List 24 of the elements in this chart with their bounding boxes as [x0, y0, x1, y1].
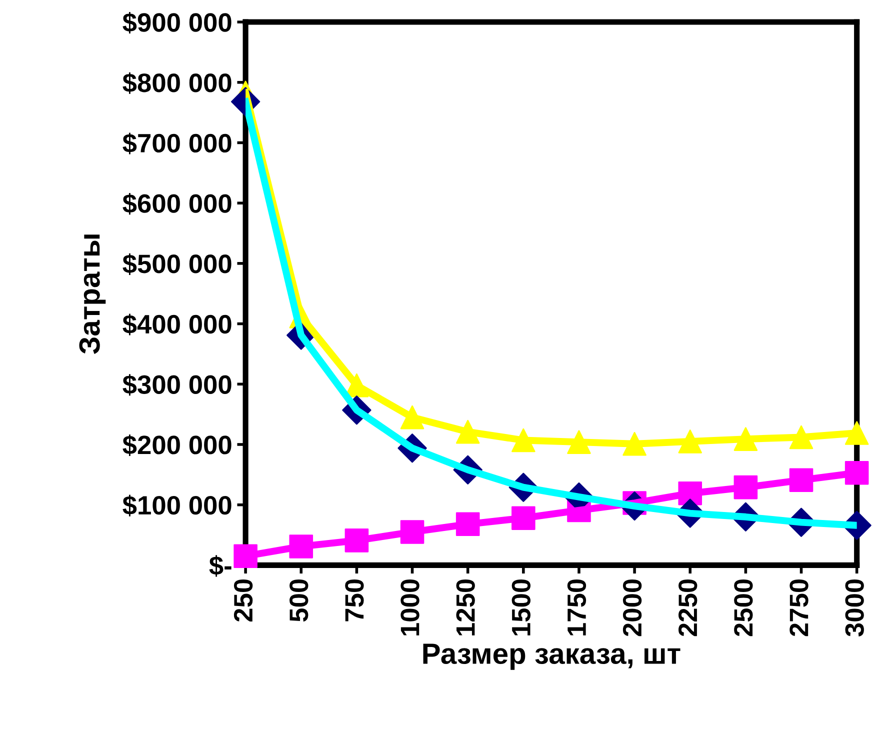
- y-axis-title: Затраты: [79, 234, 106, 354]
- y-tick-label: $600 000: [122, 193, 232, 215]
- x-tick-label: 3000: [845, 579, 864, 636]
- y-tick-label: $100 000: [122, 494, 232, 516]
- x-axis-title: Размер заказа, шт: [423, 644, 680, 670]
- y-tick-label: $700 000: [122, 132, 232, 154]
- x-tick-label: 2500: [734, 579, 753, 636]
- y-tick-label: $400 000: [122, 314, 232, 336]
- x-tick-label: 1500: [512, 579, 530, 636]
- y-tick-label: $900 000: [122, 12, 232, 34]
- x-tick-label: 250: [234, 579, 253, 622]
- x-tick-label: 2750: [790, 579, 808, 636]
- x-tick-label: 2000: [622, 579, 642, 636]
- y-tick-label: $500 000: [122, 253, 232, 275]
- x-tick-label: 750: [345, 579, 364, 622]
- y-tick-label: $-: [209, 555, 232, 577]
- x-tick-label: 1000: [400, 579, 420, 636]
- x-tick-label: 2250: [678, 579, 698, 636]
- y-tick-label: $300 000: [122, 374, 232, 396]
- y-tick-label: $800 000: [122, 72, 232, 94]
- x-tick-label: 500: [290, 579, 308, 622]
- x-tick-label: 1750: [567, 579, 586, 636]
- y-tick-label: $200 000: [122, 434, 232, 456]
- x-tick-label: 1250: [456, 579, 475, 636]
